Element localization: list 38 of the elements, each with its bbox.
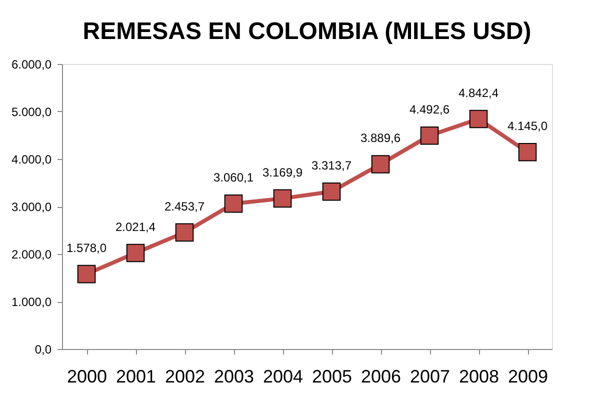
point	[371, 155, 390, 174]
data-label: 3.060,1	[213, 170, 254, 185]
data-label: 2.021,4	[115, 220, 156, 234]
x-tick-label: 2007	[410, 366, 450, 386]
data-label: 3.313,7	[311, 158, 352, 173]
data-label: 4.492,6	[409, 102, 450, 117]
y-tick-label: 4.000,0	[11, 152, 52, 166]
x-tick-label: 2003	[214, 366, 254, 386]
point	[126, 244, 145, 262]
x-tick-label: 2001	[116, 366, 156, 386]
x-tick-label: 2002	[164, 366, 206, 386]
x-tick-label: 2000	[66, 366, 108, 386]
y-tick-label: 5.000,0	[11, 105, 52, 119]
y-tick-label: 0,0	[34, 342, 52, 356]
chart-title: REMESAS EN COLOMBIA (MILES USD)	[82, 18, 532, 45]
x-tick-label: 2008	[458, 366, 500, 386]
y-tick-label: 3.000,0	[11, 200, 52, 214]
y-tick-label: 2.000,0	[11, 248, 52, 262]
x-tick-label: 2009	[508, 366, 548, 386]
point	[273, 189, 292, 208]
y-tick-label: 6.000,0	[11, 58, 52, 72]
x-tick-label: 2005	[312, 366, 352, 386]
data-label: 4.842,4	[458, 86, 499, 100]
y-tick-label: 1.000,0	[11, 295, 52, 309]
data-label: 3.889,6	[360, 131, 401, 146]
point	[518, 142, 537, 162]
data-label: 4.145,0	[507, 119, 548, 134]
data-label: 2.453,7	[164, 199, 205, 214]
point	[469, 110, 488, 128]
data-label: 1.578,0	[66, 241, 107, 256]
point	[420, 126, 439, 145]
point	[224, 194, 243, 213]
point	[77, 264, 96, 284]
point	[175, 223, 194, 242]
data-label: 3.169,9	[262, 165, 303, 180]
point	[322, 182, 341, 201]
x-tick-label: 2006	[360, 366, 402, 386]
x-tick-label: 2004	[262, 366, 304, 386]
